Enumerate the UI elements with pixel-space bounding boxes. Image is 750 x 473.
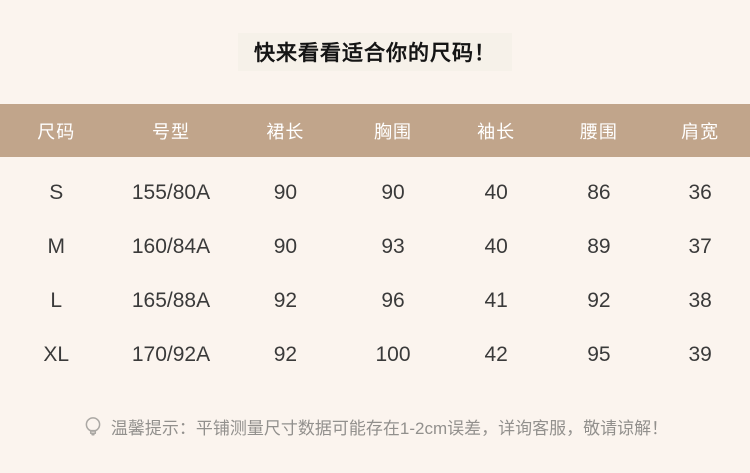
page-title: 快来看看适合你的尺码！: [238, 33, 512, 71]
measurement-cell: 41: [484, 289, 508, 312]
column-header: 袖长: [444, 104, 548, 157]
table-row: XL 170/92A 92 100 42 95 39: [0, 328, 750, 382]
size-table: 尺码 号型 裙长 胸围 袖长 腰围 肩宽 S 155/80A 90 90 40 86 36 M 160/84…: [0, 104, 750, 382]
size-cell: L: [50, 289, 63, 312]
measurement-cell: 92: [273, 289, 298, 312]
measurement-cell: 155/80A: [131, 181, 211, 204]
column-header: 肩宽: [650, 104, 750, 157]
measurement-cell: 37: [688, 235, 712, 258]
measurement-cell: 170/92A: [131, 343, 211, 366]
measurement-cell: 89: [587, 235, 611, 258]
measurement-cell: 40: [484, 235, 508, 258]
size-cell: XL: [43, 343, 70, 366]
column-header: 胸围: [341, 104, 445, 157]
measurement-cell: 39: [688, 343, 712, 366]
measurement-cell: 100: [375, 343, 411, 366]
measurement-cell: 86: [587, 181, 611, 204]
column-header: 号型: [112, 104, 230, 157]
measurement-cell: 160/84A: [131, 235, 211, 258]
table-row: L 165/88A 92 96 41 92 38: [0, 274, 750, 328]
column-header: 尺码: [0, 104, 113, 157]
measurement-cell: 90: [273, 181, 298, 204]
measurement-cell: 38: [688, 289, 712, 312]
table-row: M 160/84A 90 93 40 89 37: [0, 220, 750, 274]
measurement-cell: 90: [381, 181, 405, 204]
size-table-body: S 155/80A 90 90 40 86 36 M 160/84A 90 93 40 89 37 L 165…: [0, 157, 750, 382]
column-header: 裙长: [229, 104, 342, 157]
measurement-cell: 36: [688, 181, 712, 204]
tips-note-text: 温馨提示：平铺测量尺寸数据可能存在1-2cm误差，详询客服，敬请谅解！: [110, 419, 669, 438]
tips-note: 温馨提示：平铺测量尺寸数据可能存在1-2cm误差，详询客服，敬请谅解！: [0, 414, 750, 439]
measurement-cell: 90: [273, 235, 298, 258]
size-cell: S: [49, 181, 64, 204]
lightbulb-icon: [82, 415, 104, 439]
measurement-cell: 96: [381, 289, 405, 312]
measurement-cell: 92: [273, 343, 298, 366]
measurement-cell: 165/88A: [131, 289, 211, 312]
measurement-cell: 40: [484, 181, 508, 204]
table-row: S 155/80A 90 90 40 86 36: [0, 157, 750, 220]
size-table-header-row: 尺码 号型 裙长 胸围 袖长 腰围 肩宽: [0, 104, 750, 157]
measurement-cell: 95: [587, 343, 611, 366]
measurement-cell: 92: [587, 289, 611, 312]
measurement-cell: 42: [484, 343, 508, 366]
measurement-cell: 93: [381, 235, 405, 258]
column-header: 腰围: [547, 104, 651, 157]
size-cell: M: [47, 235, 66, 258]
size-chart-header: 快来看看适合你的尺码！: [0, 0, 750, 71]
